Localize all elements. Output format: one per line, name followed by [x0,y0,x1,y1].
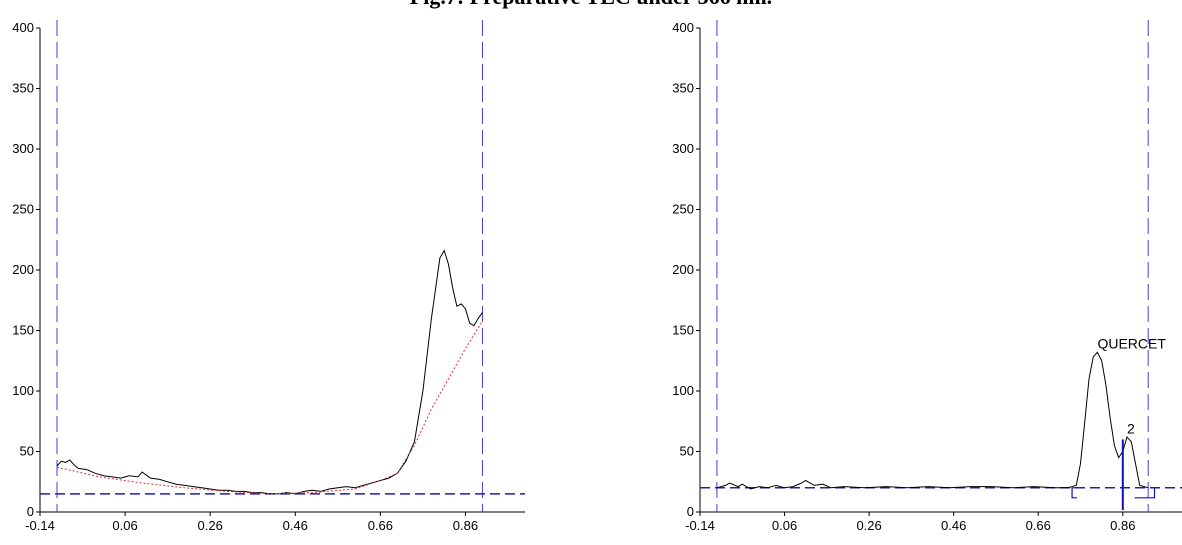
peak-annotation: QUERCET [1097,336,1166,352]
y-tick-label: 350 [12,81,34,96]
y-tick-label: 250 [12,202,34,217]
x-tick-label: 0.66 [1026,518,1051,533]
y-tick-label: 200 [12,262,34,277]
peak-bracket-end [1134,487,1156,499]
y-tick-label: 0 [27,504,34,519]
x-tick-label: 0.46 [941,518,966,533]
y-tick-label: 300 [12,141,34,156]
x-tick-label: 0.86 [1110,518,1135,533]
densitogram-line [56,249,483,495]
y-tick-label: 250 [672,202,694,217]
peak-bracket-start [1071,487,1078,499]
peak-annotation: 2 [1127,420,1135,436]
y-tick-label: 0 [687,504,694,519]
page-title: Fig.7: Preparative TLC under 366 nm. [0,0,1182,8]
x-tick-label: 0.06 [112,518,137,533]
x-tick-label: 0.26 [856,518,881,533]
x-tick-label: 0.86 [453,518,478,533]
y-tick-label: 300 [672,141,694,156]
y-tick-label: 100 [672,383,694,398]
x-tick-label: -0.14 [685,518,715,533]
y-tick-label: 200 [672,262,694,277]
y-tick-label: 400 [12,20,34,35]
y-tick-label: 50 [680,444,694,459]
y-tick-label: 150 [12,323,34,338]
x-tick-label: 0.06 [772,518,797,533]
y-tick-label: 50 [20,444,34,459]
x-tick-label: 0.26 [198,518,223,533]
x-tick-label: -0.14 [25,518,55,533]
y-tick-label: 150 [672,323,694,338]
baseline-fit-line [56,320,483,495]
x-tick-label: 0.46 [283,518,308,533]
y-tick-label: 350 [672,81,694,96]
y-tick-label: 100 [12,383,34,398]
x-tick-label: 0.66 [368,518,393,533]
right-chart: 0 50 100 150 200 250 300 350 400 -0.14 0.06 0.26 0.4… [672,20,1182,533]
y-tick-label: 400 [672,20,694,35]
left-chart: 0 50 100 150 200 250 300 350 400 -0.14 0.06 0.26 0.4… [12,20,525,533]
densitogram-line [716,351,1149,490]
